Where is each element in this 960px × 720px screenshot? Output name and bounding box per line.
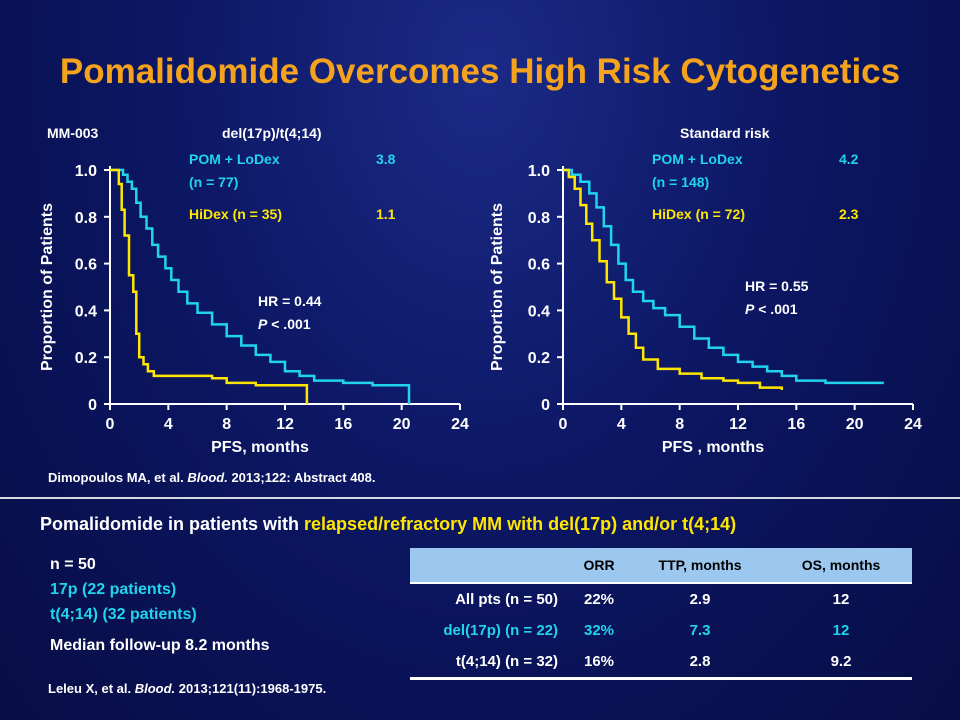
- legend-value-pom-lodex: 4.2: [839, 151, 859, 167]
- table-cell: t(4;14) (n = 32): [410, 646, 568, 680]
- table-cell: 16%: [568, 646, 630, 680]
- hr-annotation: HR = 0.44: [258, 293, 322, 309]
- study-label: MM-003: [47, 125, 99, 141]
- x-tick-label: 12: [276, 416, 294, 433]
- y-tick-label: 0.4: [528, 303, 550, 320]
- legend-label-hidex: HiDex (n = 35): [189, 206, 282, 222]
- results-table: ORR TTP, months OS, months All pts (n = …: [410, 548, 912, 680]
- stat-n: n = 50: [50, 556, 96, 573]
- chart-title: del(17p)/t(4;14): [222, 125, 322, 141]
- table-header-cell: TTP, months: [630, 548, 770, 584]
- chart-title: Standard risk: [680, 125, 770, 141]
- y-axis-label: Proportion of Patients: [39, 203, 56, 371]
- y-tick-label: 0.4: [75, 303, 97, 320]
- series-pom-lodex-curve: [563, 168, 884, 385]
- patient-stats: n = 50 17p (22 patients) t(4;14) (32 pat…: [50, 556, 270, 662]
- legend-value-hidex: 1.1: [376, 206, 396, 222]
- stat-followup: Median follow-up 8.2 months: [50, 637, 270, 654]
- x-tick-label: 8: [675, 416, 684, 433]
- citation-top-authors: Dimopoulos MA, et al.: [48, 470, 188, 485]
- series-hidex-curve: [563, 168, 784, 390]
- x-tick-label: 0: [106, 416, 115, 433]
- x-tick-label: 16: [334, 416, 352, 433]
- x-tick-label: 16: [787, 416, 805, 433]
- y-tick-label: 0.6: [75, 257, 97, 274]
- table-header-cell: [410, 548, 568, 584]
- citation-bottom-details: 2013;121(11):1968-1975.: [175, 681, 327, 696]
- x-tick-label: 4: [617, 416, 626, 433]
- p-label: P: [258, 316, 268, 332]
- x-axis-label: PFS , months: [662, 439, 764, 456]
- y-tick-label: 0.2: [75, 350, 97, 367]
- table-row: t(4;14) (n = 32) 16% 2.8 9.2: [410, 646, 912, 680]
- stat-t414: t(4;14) (32 patients): [50, 606, 197, 623]
- citation-bottom-authors: Leleu X, et al.: [48, 681, 135, 696]
- legend-label-pom-lodex: POM + LoDex: [189, 151, 280, 167]
- table-cell: 7.3: [689, 622, 711, 639]
- km-chart-high-risk: 0 4 8 12 16 20 24 0 0.2 0.4 0.6 0.8 1.0 PFS, months Pr…: [39, 125, 469, 456]
- y-tick-label: 1.0: [528, 163, 550, 180]
- slide-title: Pomalidomide Overcomes High Risk Cytogen…: [59, 52, 901, 91]
- p-value-annotation: P < .001: [745, 301, 798, 317]
- y-tick-label: 1.0: [75, 163, 97, 180]
- section-divider: [0, 497, 960, 499]
- table-row: All pts (n = 50) 22% 2.9 12: [410, 583, 912, 615]
- table-cell: 32%: [583, 622, 615, 639]
- citation-top: Dimopoulos MA, et al. Blood. 2013;122: A…: [48, 470, 376, 485]
- stat-del17p: 17p (22 patients): [50, 581, 177, 598]
- table-header-cell: ORR: [568, 548, 630, 584]
- table-cell: 2.8: [630, 646, 770, 680]
- x-tick-label: 4: [164, 416, 173, 433]
- legend-n-pom-lodex: (n = 148): [652, 174, 709, 190]
- p-value: < .001: [267, 316, 310, 332]
- y-tick-label: 0.2: [528, 350, 550, 367]
- y-tick-label: 0: [88, 397, 97, 414]
- citation-bottom-journal: Blood.: [134, 681, 176, 696]
- km-chart-standard-risk: 0 4 8 12 16 20 24 0 0.2 0.4 0.6 0.8 1.0 PFS , months P…: [489, 125, 922, 456]
- y-tick-label: 0.8: [75, 210, 97, 227]
- table-cell: 12: [832, 591, 850, 608]
- legend-value-hidex: 2.3: [839, 206, 859, 222]
- legend-label-hidex: HiDex (n = 72): [652, 206, 745, 222]
- series-pom-lodex-curve: [110, 168, 411, 404]
- citation-top-details: 2013;122: Abstract 408.: [227, 470, 376, 485]
- x-tick-label: 0: [559, 416, 568, 433]
- x-tick-label: 8: [222, 416, 231, 433]
- table-header-row: ORR TTP, months OS, months: [410, 548, 912, 584]
- table-cell: 22%: [583, 591, 615, 608]
- x-tick-label: 20: [846, 416, 864, 433]
- y-axis-label: Proportion of Patients: [489, 203, 506, 371]
- table-cell: 9.2: [770, 646, 912, 680]
- subheading-highlight: relapsed/refractory MM with del(17p) and…: [304, 514, 737, 534]
- y-tick-label: 0.8: [528, 210, 550, 227]
- p-value: < .001: [754, 301, 797, 317]
- legend-value-pom-lodex: 3.8: [376, 151, 396, 167]
- citation-top-journal: Blood.: [187, 470, 228, 485]
- y-tick-label: 0.6: [528, 257, 550, 274]
- table-row: del(17p) (n = 22) 32% 7.3 12: [410, 615, 912, 646]
- y-tick-label: 0: [541, 397, 550, 414]
- x-axis-label: PFS, months: [211, 439, 309, 456]
- subheading-text: Pomalidomide in patients with: [40, 514, 305, 534]
- p-label: P: [745, 301, 755, 317]
- section-subheading: Pomalidomide in patients with relapsed/r…: [40, 514, 736, 535]
- x-tick-label: 24: [904, 416, 922, 433]
- hr-annotation: HR = 0.55: [745, 278, 809, 294]
- x-tick-label: 20: [393, 416, 411, 433]
- x-tick-label: 12: [729, 416, 747, 433]
- table-cell: del(17p) (n = 22): [443, 622, 558, 639]
- table-header-cell: OS, months: [770, 548, 912, 584]
- citation-bottom: Leleu X, et al. Blood. 2013;121(11):1968…: [48, 681, 326, 696]
- legend-n-pom-lodex: (n = 77): [189, 174, 238, 190]
- p-value-annotation: P < .001: [258, 316, 311, 332]
- table-cell: 12: [832, 622, 850, 639]
- legend-label-pom-lodex: POM + LoDex: [652, 151, 743, 167]
- table-cell: All pts (n = 50): [455, 591, 558, 608]
- series-hidex-curve: [110, 168, 309, 404]
- x-tick-label: 24: [451, 416, 469, 433]
- table-cell: 2.9: [689, 591, 711, 608]
